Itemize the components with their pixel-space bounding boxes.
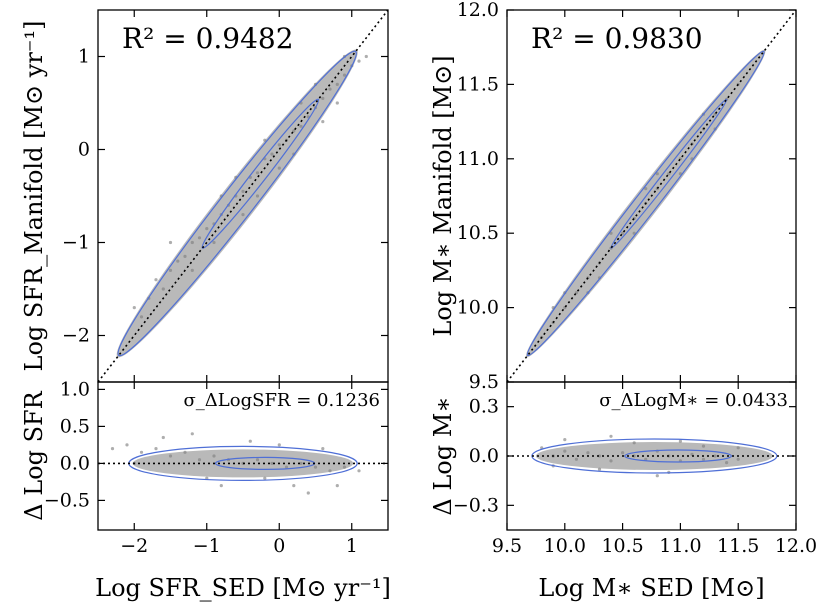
data-point — [139, 450, 144, 454]
data-point — [306, 491, 310, 495]
data-point — [168, 240, 173, 245]
y-axis-label: Log M∗ Manifold [M⊙] — [429, 55, 457, 336]
data-point — [655, 474, 659, 478]
data-point — [335, 484, 339, 488]
y-tick-label: 1 — [78, 46, 90, 68]
x-tick-label: 11.5 — [717, 535, 759, 557]
y-tick-label: 12.0 — [457, 0, 499, 21]
y-tick-label: −0.3 — [453, 494, 499, 516]
data-point — [154, 447, 158, 451]
y-tick-label: −0.5 — [44, 489, 90, 511]
r-squared-label: R² = 0.9830 — [531, 22, 703, 55]
panel-mass-main: 9.5 10.0 10.5 11.0 11.5 12.0 R² = 0.9830 Log M∗… — [429, 0, 797, 393]
contour-inner — [610, 98, 728, 249]
x-tick-label: 12.0 — [775, 535, 817, 557]
y-tick-label: 9.5 — [469, 371, 499, 393]
y-tick-label: −2 — [62, 325, 90, 347]
contour-inner — [624, 449, 733, 463]
data-point — [563, 438, 567, 442]
contour-outer — [117, 50, 357, 357]
y-axis-label: Log SFR_Manifold [M⊙ yr⁻¹] — [20, 21, 48, 372]
x-tick-label: −1 — [193, 535, 221, 557]
x-axis-label: Log SFR_SED [M⊙ yr⁻¹] — [95, 574, 391, 602]
y-tick-label: 0.0 — [60, 452, 90, 474]
plot-area — [98, 10, 388, 382]
data-point — [161, 435, 165, 440]
data-point — [357, 59, 361, 63]
data-point — [110, 447, 115, 451]
one-to-one-line — [507, 10, 796, 382]
sigma-label: σ_ΔLogSFR = 0.1236 — [184, 390, 380, 411]
data-point — [132, 306, 136, 310]
data-point — [678, 439, 683, 443]
axes-frame — [97, 381, 389, 531]
y-tick-label: 0.5 — [60, 415, 90, 437]
data-point — [219, 484, 223, 488]
data-point — [321, 120, 325, 124]
y-tick-label: 11.0 — [457, 148, 499, 170]
x-tick-label: 10.5 — [601, 535, 643, 557]
sigma-label: σ_ΔLogM∗ = 0.0433 — [599, 390, 788, 411]
y-axis-label: Δ Log M∗ — [429, 396, 457, 515]
data-point — [321, 447, 325, 451]
x-tick-label: 10.0 — [544, 535, 586, 557]
y-tick-label: 0.0 — [469, 445, 499, 467]
plot-area — [507, 10, 796, 382]
data-point — [335, 101, 339, 105]
panel-sfr-main: −2 −1 0 1 R² = 0.9482 Log SFR_Manifold [M⊙ yr… — [20, 9, 389, 383]
data-point — [125, 443, 129, 447]
y-axis-label: Δ Log SFR — [20, 390, 48, 520]
data-point — [357, 469, 361, 473]
data-point — [277, 443, 281, 447]
contour-inner — [201, 98, 320, 249]
density-band — [535, 442, 773, 470]
one-to-one-line — [98, 10, 388, 382]
data-point — [364, 54, 368, 59]
data-point — [154, 278, 158, 282]
y-tick-label: 10.5 — [457, 222, 499, 244]
x-tick-label: 1 — [346, 535, 358, 557]
x-tick-label: 11.0 — [659, 535, 701, 557]
x-tick-label: 9.5 — [492, 535, 522, 557]
plot-area — [98, 432, 388, 495]
y-tick-label: 10.0 — [457, 297, 499, 319]
y-tick-label: 0.3 — [469, 396, 499, 418]
contour-outer — [531, 438, 778, 474]
x-tick-label: 0 — [273, 535, 285, 557]
panel-sfr-residual: −0.5 0.0 0.5 1.0 −2 −1 0 1 σ_ΔLogSFR = 0.1236 Δ L… — [20, 378, 391, 602]
data-point — [248, 439, 252, 443]
y-tick-label: 11.5 — [457, 73, 499, 95]
data-point — [292, 484, 296, 488]
y-tick-label: −1 — [62, 232, 90, 254]
y-tick-label: 1.0 — [60, 378, 90, 400]
data-point — [609, 434, 613, 438]
x-tick-label: −2 — [120, 535, 148, 557]
y-tick-label: 0 — [78, 139, 90, 161]
plot-area — [507, 434, 796, 478]
panel-mass-residual: −0.3 0.0 0.3 9.5 10.0 10.5 11.0 11.5 12.0 σ_ΔLogM… — [429, 381, 817, 602]
r-squared-label: R² = 0.9482 — [122, 22, 294, 55]
x-axis-label: Log M∗ SED [M⊙] — [538, 574, 764, 602]
data-point — [263, 476, 267, 480]
contour-outer — [526, 50, 765, 357]
data-point — [190, 432, 194, 436]
